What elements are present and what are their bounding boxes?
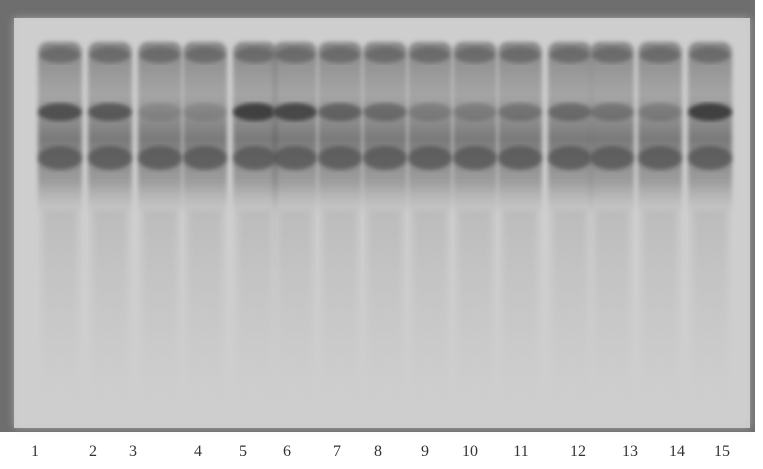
lane-tail xyxy=(552,210,588,400)
lane-tail xyxy=(457,210,493,400)
lane-tail xyxy=(237,210,273,400)
band-lower xyxy=(498,146,542,170)
band-upper xyxy=(688,103,732,121)
band-top xyxy=(275,47,315,63)
band-top xyxy=(640,47,680,63)
lane-smear xyxy=(233,42,277,217)
lane-label: 8 xyxy=(374,443,382,460)
lane-smear xyxy=(183,42,227,217)
band-upper xyxy=(318,103,362,121)
band-lower xyxy=(233,146,277,170)
band-lower xyxy=(138,146,182,170)
band-top xyxy=(592,47,632,63)
lane-smear xyxy=(88,42,132,217)
lane-label: 6 xyxy=(283,443,291,460)
band-upper xyxy=(453,103,497,121)
band-lower xyxy=(88,146,132,170)
band-top xyxy=(185,47,225,63)
band-upper xyxy=(233,103,277,121)
band-lower xyxy=(688,146,732,170)
lane-labels: 1 2 3 4 5 6 7 8 9 10 11 12 13 14 15 xyxy=(31,443,730,460)
band-upper xyxy=(498,103,542,121)
lane-tail xyxy=(642,210,678,400)
lane-tail xyxy=(42,210,78,400)
lane-smear xyxy=(590,42,634,217)
band-lower xyxy=(363,146,407,170)
lane-tail xyxy=(367,210,403,400)
lane-label: 1 xyxy=(31,443,39,460)
band-lower xyxy=(183,146,227,170)
lane-label: 7 xyxy=(333,443,341,460)
lane-label: 14 xyxy=(669,443,685,460)
band-upper xyxy=(408,103,452,121)
lanes xyxy=(38,42,732,400)
band-lower xyxy=(318,146,362,170)
lane-label: 9 xyxy=(421,443,429,460)
band-top xyxy=(40,47,80,63)
band-upper xyxy=(38,103,82,121)
lane-tail xyxy=(412,210,448,400)
lane-smear xyxy=(273,42,317,217)
band-lower xyxy=(638,146,682,170)
lane-tail xyxy=(322,210,358,400)
lane-smear xyxy=(363,42,407,217)
lane-smear xyxy=(38,42,82,217)
lane-label: 13 xyxy=(622,443,638,460)
band-top xyxy=(550,47,590,63)
lane-label: 15 xyxy=(714,443,730,460)
lane-smear xyxy=(138,42,182,217)
band-top xyxy=(140,47,180,63)
lane-label: 12 xyxy=(570,443,586,460)
lane-tail xyxy=(502,210,538,400)
lane-smear xyxy=(318,42,362,217)
lane-smear xyxy=(498,42,542,217)
lane-tail xyxy=(92,210,128,400)
lane-label: 4 xyxy=(194,443,202,460)
band-upper xyxy=(273,103,317,121)
band-top xyxy=(235,47,275,63)
band-top xyxy=(90,47,130,63)
lane-smear xyxy=(638,42,682,217)
band-upper xyxy=(138,103,182,121)
lane-label: 2 xyxy=(89,443,97,460)
lane-label: 5 xyxy=(239,443,247,460)
lane-label: 11 xyxy=(513,443,528,460)
band-top xyxy=(690,47,730,63)
lane-smear xyxy=(408,42,452,217)
band-top xyxy=(410,47,450,63)
band-lower xyxy=(408,146,452,170)
band-lower xyxy=(590,146,634,170)
band-lower xyxy=(273,146,317,170)
lane-label: 10 xyxy=(462,443,478,460)
band-top xyxy=(320,47,360,63)
band-top xyxy=(455,47,495,63)
lane-smear xyxy=(453,42,497,217)
band-upper xyxy=(363,103,407,121)
band-upper xyxy=(183,103,227,121)
lane-smear xyxy=(548,42,592,217)
band-top xyxy=(365,47,405,63)
lane-tail xyxy=(594,210,630,400)
band-lower xyxy=(548,146,592,170)
band-upper xyxy=(590,103,634,121)
lane-tail xyxy=(187,210,223,400)
band-lower xyxy=(38,146,82,170)
band-upper xyxy=(88,103,132,121)
band-upper xyxy=(638,103,682,121)
lane-tail xyxy=(692,210,728,400)
band-top xyxy=(500,47,540,63)
lane-smear xyxy=(688,42,732,217)
lane-tail xyxy=(142,210,178,400)
lane-label: 3 xyxy=(129,443,137,460)
band-upper xyxy=(548,103,592,121)
lane-tail xyxy=(277,210,313,400)
band-lower xyxy=(453,146,497,170)
